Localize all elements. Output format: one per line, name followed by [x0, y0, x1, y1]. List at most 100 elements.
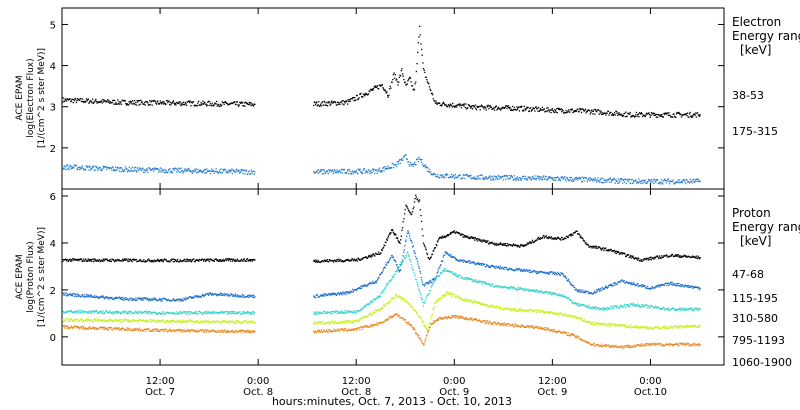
data-point	[76, 311, 78, 313]
data-point	[564, 275, 566, 277]
data-point	[618, 253, 620, 255]
data-point	[640, 113, 642, 115]
data-point	[585, 305, 587, 308]
data-point	[351, 258, 354, 260]
data-point	[249, 313, 251, 315]
data-point	[194, 168, 196, 171]
data-point	[397, 238, 399, 240]
data-point	[420, 296, 422, 298]
data-point	[377, 297, 380, 299]
data-point	[192, 100, 195, 103]
data-point	[130, 168, 132, 170]
data-point	[323, 169, 325, 171]
data-point	[460, 276, 462, 279]
data-point	[321, 323, 323, 325]
data-point	[192, 297, 195, 299]
data-point	[506, 287, 508, 289]
data-point	[87, 99, 89, 101]
data-point	[108, 310, 111, 312]
data-point	[377, 278, 379, 280]
data-point	[538, 177, 540, 179]
data-point	[455, 106, 458, 108]
data-point	[178, 261, 181, 263]
data-point	[71, 166, 73, 168]
data-point	[145, 297, 148, 299]
data-point	[401, 68, 403, 70]
data-point	[76, 168, 79, 170]
data-point	[633, 304, 636, 306]
data-point	[139, 103, 141, 105]
data-point	[146, 311, 148, 313]
data-point	[402, 156, 405, 159]
data-point	[329, 311, 331, 313]
data-point	[211, 259, 213, 261]
data-point	[366, 304, 368, 306]
data-point	[214, 102, 216, 104]
data-point	[208, 293, 210, 295]
data-point	[524, 289, 526, 292]
data-point	[673, 183, 675, 185]
data-point	[635, 304, 638, 306]
data-point	[84, 168, 86, 170]
data-point	[376, 172, 378, 175]
data-point	[558, 179, 560, 181]
data-point	[565, 278, 568, 280]
data-point	[644, 285, 646, 287]
data-point	[211, 102, 213, 104]
data-point	[549, 291, 551, 293]
data-point	[530, 289, 533, 291]
data-point	[404, 245, 406, 247]
data-point	[573, 110, 575, 112]
data-point	[522, 270, 524, 272]
data-point	[313, 260, 315, 262]
data-point	[606, 287, 608, 289]
data-point	[615, 307, 618, 309]
data-point	[195, 312, 197, 314]
data-point	[421, 54, 423, 56]
data-point	[167, 320, 169, 322]
data-point	[82, 258, 84, 260]
data-point	[135, 310, 137, 312]
data-point	[545, 236, 547, 238]
data-point	[520, 105, 522, 108]
data-point	[510, 244, 512, 246]
data-point	[169, 320, 171, 323]
data-point	[118, 259, 121, 261]
data-point	[596, 247, 598, 249]
data-point	[642, 115, 644, 118]
data-point	[402, 159, 404, 161]
data-point	[669, 308, 671, 311]
data-point	[591, 306, 593, 308]
data-point	[570, 282, 572, 285]
data-point	[103, 100, 106, 102]
data-point	[513, 175, 516, 177]
data-point	[411, 163, 413, 165]
data-point	[449, 176, 451, 179]
data-point	[635, 179, 637, 181]
data-point	[172, 100, 175, 102]
data-point	[404, 155, 406, 157]
data-point	[584, 176, 586, 179]
data-point	[532, 241, 534, 243]
data-point	[92, 320, 94, 323]
data-point	[113, 319, 116, 322]
data-point	[663, 113, 666, 116]
data-point	[251, 173, 253, 175]
data-point	[628, 304, 630, 306]
data-point	[462, 234, 465, 236]
data-point	[669, 114, 671, 117]
data-point	[516, 246, 518, 248]
data-point	[249, 101, 252, 104]
data-point	[579, 234, 581, 236]
data-point	[487, 282, 490, 285]
data-point	[430, 89, 432, 92]
data-point	[528, 176, 530, 179]
data-point	[187, 311, 189, 314]
data-point	[645, 258, 647, 260]
data-point	[554, 109, 556, 111]
data-point	[65, 166, 67, 168]
data-point	[184, 101, 186, 104]
data-point	[407, 209, 410, 211]
data-point	[249, 260, 252, 262]
data-point	[525, 109, 527, 111]
